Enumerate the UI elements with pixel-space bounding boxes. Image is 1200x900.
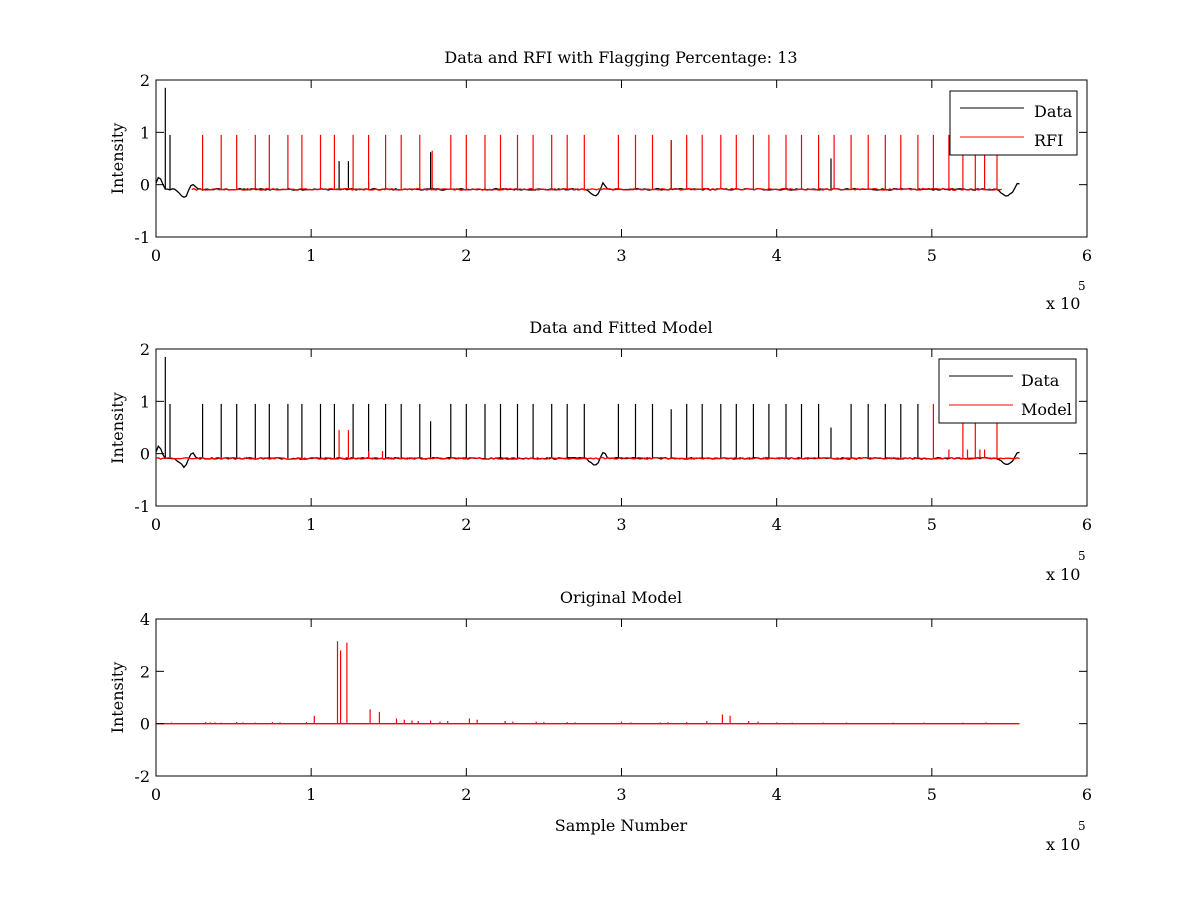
series-rfi-1 [191, 134, 1002, 191]
y-tick-label: -2 [134, 767, 150, 786]
series-baseline-trace [191, 187, 1002, 191]
y-tick-label: 0 [140, 715, 150, 734]
x-tick-label: 0 [151, 246, 161, 265]
panel-1-x-exponent: x 10 [1046, 294, 1080, 313]
x-tick-label: 0 [151, 515, 161, 534]
panel-3-title: Original Model [560, 588, 682, 607]
y-tick-label: -1 [134, 497, 150, 516]
y-tick-label: 1 [140, 123, 150, 142]
x-tick-label: 2 [461, 515, 471, 534]
panel-2-x-exponent-power: 5 [1078, 549, 1086, 563]
panel-2-x-exponent: x 10 [1046, 565, 1080, 584]
x-tick-label: 1 [306, 246, 316, 265]
panel-1-axes [155, 79, 1088, 238]
x-tick-label: 2 [461, 246, 471, 265]
x-tick-label: 5 [927, 515, 937, 534]
x-tick-label: 5 [927, 246, 937, 265]
y-tick-label: 2 [140, 662, 150, 681]
x-tick-label: 5 [927, 785, 937, 804]
panel-3-x-exponent: x 10 [1046, 835, 1080, 854]
panel-2-legend-data-label: Data [1021, 371, 1060, 390]
x-tick-label: 1 [306, 515, 316, 534]
x-tick-label: 6 [1082, 515, 1092, 534]
panel-3-axes [155, 618, 1088, 777]
panel-3-x-exponent-power: 5 [1078, 819, 1086, 833]
panel-1-title: Data and RFI with Flagging Percentage: 1… [444, 48, 797, 67]
y-tick-label: 1 [140, 392, 150, 411]
panel-3-plot-area [156, 641, 1020, 725]
y-tick-label: 0 [140, 445, 150, 464]
x-tick-label: 3 [616, 515, 626, 534]
panel-1-x-exponent-power: 5 [1078, 279, 1086, 293]
panel-2-legend-box [938, 358, 1077, 424]
panel-1-ylabel: Intensity [108, 123, 127, 195]
panel-2-plot-area [155, 356, 1020, 469]
panel-1-legend-data-label: Data [1034, 102, 1073, 121]
x-tick-label: 4 [772, 515, 782, 534]
y-tick-label: 4 [140, 610, 150, 629]
y-tick-label: 2 [140, 340, 150, 359]
series-model-3 [156, 641, 1020, 725]
series-baseline-trace [155, 456, 1020, 460]
panel-3-xlabel: Sample Number [555, 816, 688, 835]
x-tick-label: 6 [1082, 246, 1092, 265]
panel-1-legend: Data RFI [949, 90, 1078, 156]
x-tick-label: 4 [772, 785, 782, 804]
panel-1-legend-rfi-label: RFI [1034, 131, 1063, 150]
y-tick-label: -1 [134, 228, 150, 247]
panel-1-plot-area [155, 87, 1020, 199]
panel-2-legend: Data Model [938, 358, 1077, 424]
x-tick-label: 3 [616, 785, 626, 804]
x-tick-label: 6 [1082, 785, 1092, 804]
y-tick-label: 2 [140, 71, 150, 90]
panel-3-ylabel: Intensity [108, 662, 127, 734]
x-tick-label: 3 [616, 246, 626, 265]
x-tick-label: 0 [151, 785, 161, 804]
y-tick-label: 0 [140, 176, 150, 195]
panel-1-legend-box [949, 90, 1078, 156]
x-tick-label: 1 [306, 785, 316, 804]
panel-2-axes [155, 348, 1088, 507]
panel-2-title: Data and Fitted Model [529, 318, 712, 337]
x-tick-label: 4 [772, 246, 782, 265]
x-tick-label: 2 [461, 785, 471, 804]
panel-1: Data and RFI with Flagging Percentage: 1… [108, 48, 1092, 313]
panel-2-ylabel: Intensity [108, 392, 127, 464]
panel-2-legend-model-label: Model [1021, 400, 1072, 419]
